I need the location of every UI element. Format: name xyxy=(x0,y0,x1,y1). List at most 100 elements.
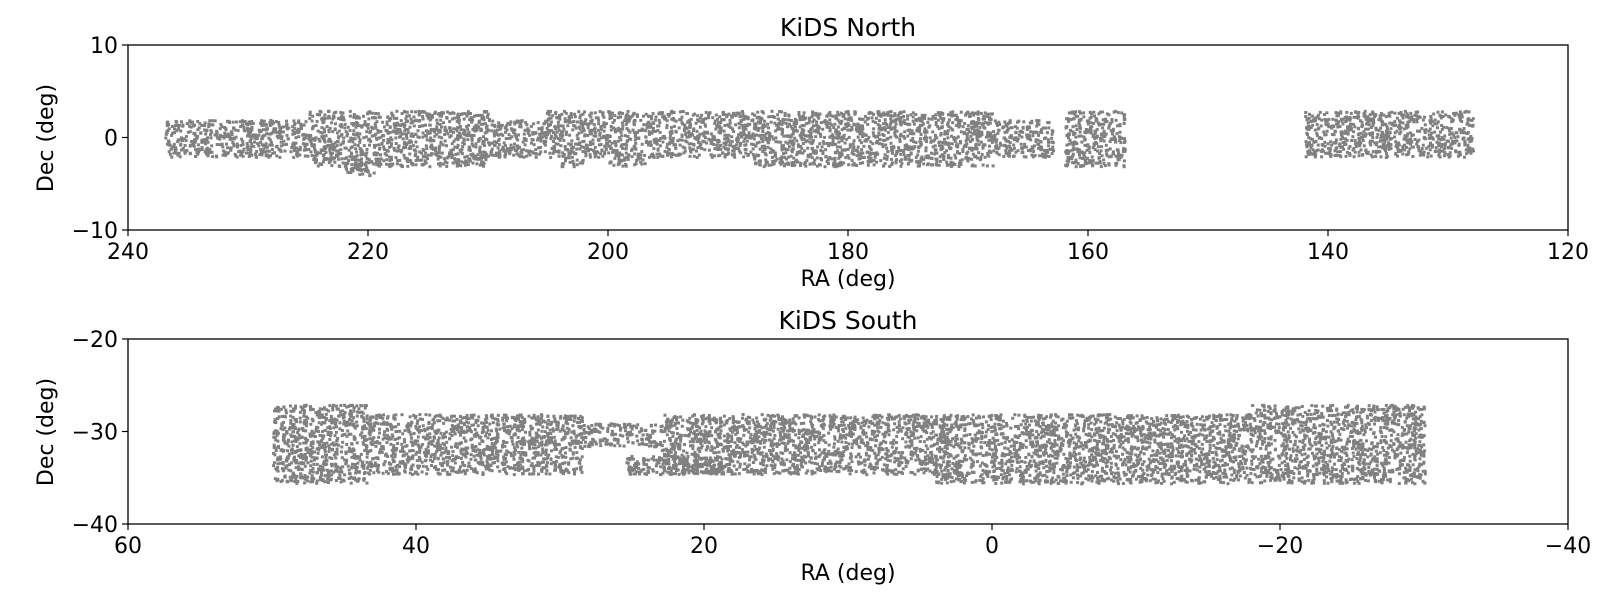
data-point xyxy=(727,124,731,128)
data-point xyxy=(1352,146,1356,150)
data-point xyxy=(1010,136,1014,140)
data-point xyxy=(1102,129,1106,133)
data-point xyxy=(1397,142,1400,146)
data-point xyxy=(1440,110,1444,114)
data-point xyxy=(837,156,841,160)
data-point xyxy=(409,117,413,121)
data-point xyxy=(1021,130,1025,134)
data-point xyxy=(594,131,598,135)
data-point xyxy=(564,147,568,151)
data-point xyxy=(914,141,918,144)
data-point xyxy=(746,117,750,121)
data-point xyxy=(874,116,878,120)
data-point xyxy=(737,133,741,137)
data-point xyxy=(177,151,181,155)
data-point xyxy=(203,150,207,154)
data-point xyxy=(388,131,392,134)
data-point xyxy=(513,120,517,124)
data-point xyxy=(783,114,787,117)
data-point xyxy=(474,145,478,149)
data-point xyxy=(619,153,622,157)
data-point xyxy=(698,132,702,136)
data-point xyxy=(1411,145,1415,149)
data-point xyxy=(909,113,913,117)
data-point xyxy=(230,137,234,141)
data-point xyxy=(1122,165,1126,169)
data-point xyxy=(608,139,612,143)
data-point xyxy=(800,136,804,140)
data-point xyxy=(1376,132,1380,136)
data-point xyxy=(468,118,472,122)
data-point xyxy=(208,148,212,152)
data-point xyxy=(448,112,452,116)
data-point xyxy=(456,143,460,147)
data-point xyxy=(970,127,974,131)
data-point xyxy=(860,130,864,133)
data-point xyxy=(430,113,434,117)
data-point xyxy=(795,122,799,125)
data-point xyxy=(637,137,641,140)
data-point xyxy=(224,128,228,132)
data-point xyxy=(976,133,980,137)
data-point xyxy=(1324,133,1328,137)
data-point xyxy=(838,145,842,149)
data-point xyxy=(765,136,769,140)
data-point xyxy=(624,122,628,126)
data-point xyxy=(1466,137,1470,141)
data-point xyxy=(802,124,806,127)
data-point xyxy=(900,161,904,165)
data-point xyxy=(794,160,798,164)
data-point xyxy=(262,119,266,123)
data-point xyxy=(664,117,668,120)
data-point xyxy=(341,118,345,122)
data-point xyxy=(748,134,752,138)
data-point xyxy=(919,116,923,120)
data-point xyxy=(1078,110,1082,114)
data-point xyxy=(976,112,980,116)
data-point xyxy=(781,130,784,134)
data-point xyxy=(1371,132,1374,136)
data-point xyxy=(196,120,200,123)
data-point xyxy=(878,112,882,116)
data-point xyxy=(936,111,940,115)
data-point xyxy=(919,143,923,146)
data-point xyxy=(1085,129,1088,133)
data-point xyxy=(180,136,183,140)
data-point xyxy=(889,114,893,118)
data-point xyxy=(610,141,614,145)
data-point xyxy=(771,137,775,141)
data-point xyxy=(633,138,637,142)
data-point xyxy=(795,150,799,154)
data-point xyxy=(602,136,606,139)
data-point xyxy=(173,127,176,131)
data-point xyxy=(183,151,187,155)
data-point xyxy=(997,128,1001,132)
data-point xyxy=(1421,143,1425,147)
data-point xyxy=(408,145,412,149)
data-point xyxy=(613,130,617,134)
data-point xyxy=(714,113,718,117)
data-point xyxy=(1315,132,1319,136)
data-point xyxy=(519,121,523,125)
data-point xyxy=(421,148,425,151)
data-point xyxy=(361,172,365,176)
data-point xyxy=(1071,125,1075,129)
data-point xyxy=(560,130,564,134)
data-point xyxy=(1327,125,1331,129)
data-point xyxy=(1105,153,1109,157)
data-point xyxy=(393,148,397,152)
data-point xyxy=(809,131,813,135)
data-point xyxy=(842,136,846,140)
data-point xyxy=(445,164,449,168)
data-point xyxy=(723,153,727,157)
data-point xyxy=(842,115,846,119)
data-point xyxy=(271,121,275,125)
data-point xyxy=(286,137,290,141)
data-point xyxy=(1468,118,1472,122)
data-point xyxy=(698,145,702,149)
data-point xyxy=(1440,128,1444,131)
data-point xyxy=(846,111,850,115)
data-point xyxy=(609,111,613,115)
data-point xyxy=(328,148,332,152)
data-point xyxy=(1093,114,1096,118)
